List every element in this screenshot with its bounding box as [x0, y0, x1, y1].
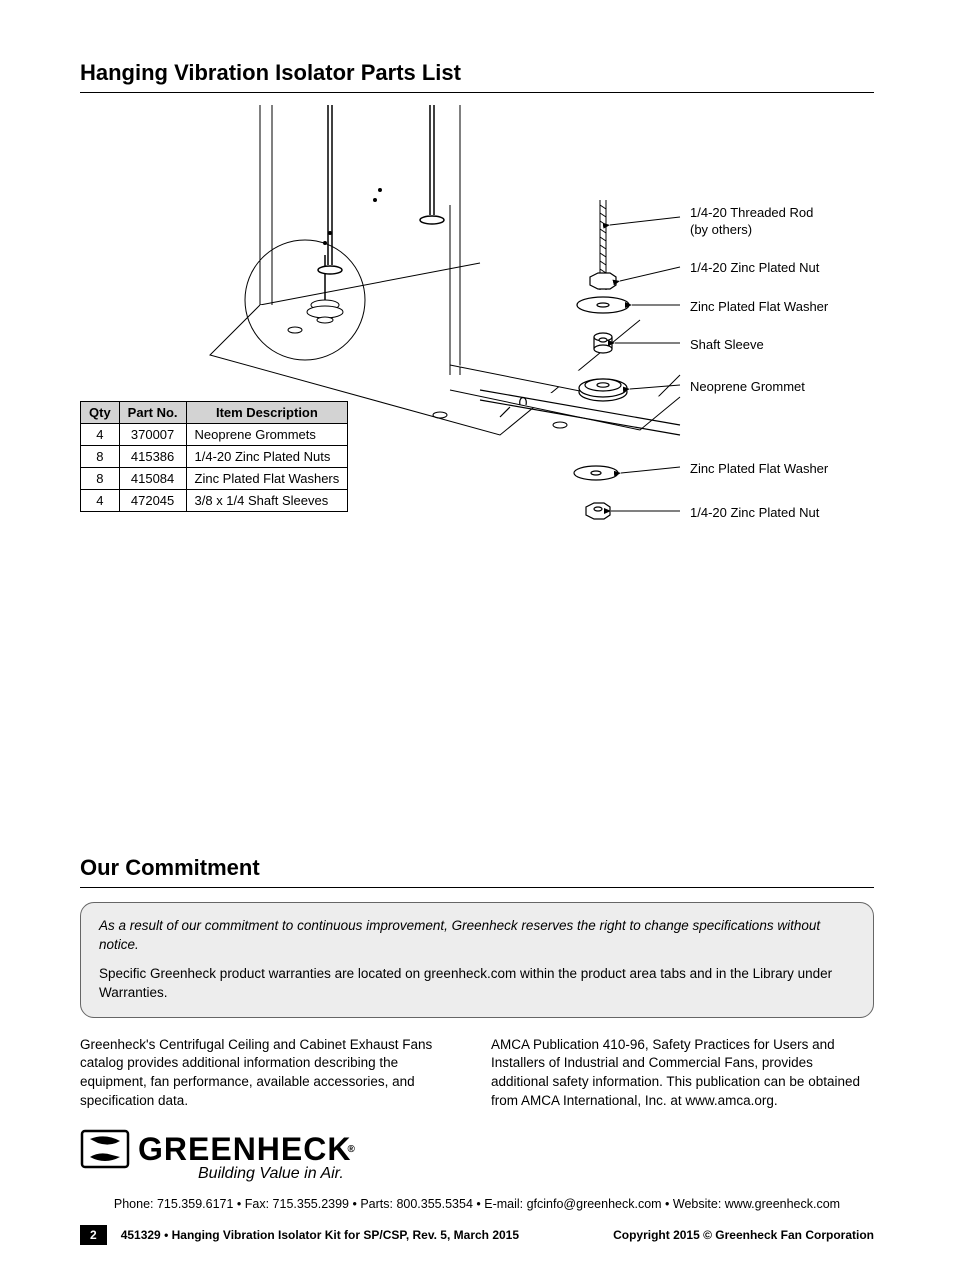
heading-parts-list: Hanging Vibration Isolator Parts List: [80, 60, 874, 86]
cell-qty: 8: [81, 446, 120, 468]
callout-threaded-rod: 1/4-20 Threaded Rod (by others): [690, 205, 813, 239]
col-partno-header: Part No.: [119, 402, 186, 424]
copyright: Copyright 2015 © Greenheck Fan Corporati…: [613, 1228, 874, 1242]
cell-qty: 8: [81, 468, 120, 490]
commitment-box: As a result of our commitment to continu…: [80, 902, 874, 1018]
table-header-row: Qty Part No. Item Description: [81, 402, 348, 424]
commitment-p1: As a result of our commitment to continu…: [99, 917, 855, 955]
table-row: 4 370007 Neoprene Grommets: [81, 424, 348, 446]
logo-area: GREENHECK ® Building Value in Air.: [80, 1129, 874, 1183]
table-row: 8 415386 1/4-20 Zinc Plated Nuts: [81, 446, 348, 468]
doc-id: 451329 • Hanging Vibration Isolator Kit …: [121, 1228, 613, 1242]
cell-desc: Neoprene Grommets: [186, 424, 348, 446]
callout-top-nut: 1/4-20 Zinc Plated Nut: [690, 260, 819, 277]
table-row: 8 415084 Zinc Plated Flat Washers: [81, 468, 348, 490]
diagram-area: 1/4-20 Threaded Rod (by others) 1/4-20 Z…: [80, 105, 874, 535]
greenheck-logo: GREENHECK ®: [80, 1129, 874, 1169]
body-col-right: AMCA Publication 410-96, Safety Practice…: [491, 1036, 874, 1112]
heading-commitment: Our Commitment: [80, 855, 874, 881]
cell-qty: 4: [81, 424, 120, 446]
footer-bar: 2 451329 • Hanging Vibration Isolator Ki…: [80, 1225, 874, 1245]
col-qty-header: Qty: [81, 402, 120, 424]
commitment-p2: Specific Greenheck product warranties ar…: [99, 965, 855, 1003]
logo-name: GREENHECK: [138, 1131, 351, 1168]
callout-top-washer: Zinc Plated Flat Washer: [690, 299, 828, 316]
col-desc-header: Item Description: [186, 402, 348, 424]
cell-partno: 472045: [119, 490, 186, 512]
callout-lower-washer: Zinc Plated Flat Washer: [690, 461, 828, 478]
logo-tagline: Building Value in Air.: [198, 1165, 874, 1183]
callout-grommet: Neoprene Grommet: [690, 379, 805, 396]
cell-partno: 370007: [119, 424, 186, 446]
greenheck-logo-icon: [80, 1129, 130, 1169]
body-col-left: Greenheck's Centrifugal Ceiling and Cabi…: [80, 1036, 463, 1112]
cell-qty: 4: [81, 490, 120, 512]
heading-rule: [80, 92, 874, 93]
cell-desc: 3/8 x 1/4 Shaft Sleeves: [186, 490, 348, 512]
cell-desc: 1/4-20 Zinc Plated Nuts: [186, 446, 348, 468]
callout-shaft-sleeve: Shaft Sleeve: [690, 337, 764, 354]
heading-rule-2: [80, 887, 874, 888]
parts-table: Qty Part No. Item Description 4 370007 N…: [80, 401, 348, 512]
cell-desc: Zinc Plated Flat Washers: [186, 468, 348, 490]
page-number: 2: [80, 1225, 107, 1245]
contact-line: Phone: 715.359.6171 • Fax: 715.355.2399 …: [80, 1197, 874, 1211]
cell-partno: 415386: [119, 446, 186, 468]
cell-partno: 415084: [119, 468, 186, 490]
table-row: 4 472045 3/8 x 1/4 Shaft Sleeves: [81, 490, 348, 512]
callout-lower-nut: 1/4-20 Zinc Plated Nut: [690, 505, 819, 522]
body-columns: Greenheck's Centrifugal Ceiling and Cabi…: [80, 1036, 874, 1112]
